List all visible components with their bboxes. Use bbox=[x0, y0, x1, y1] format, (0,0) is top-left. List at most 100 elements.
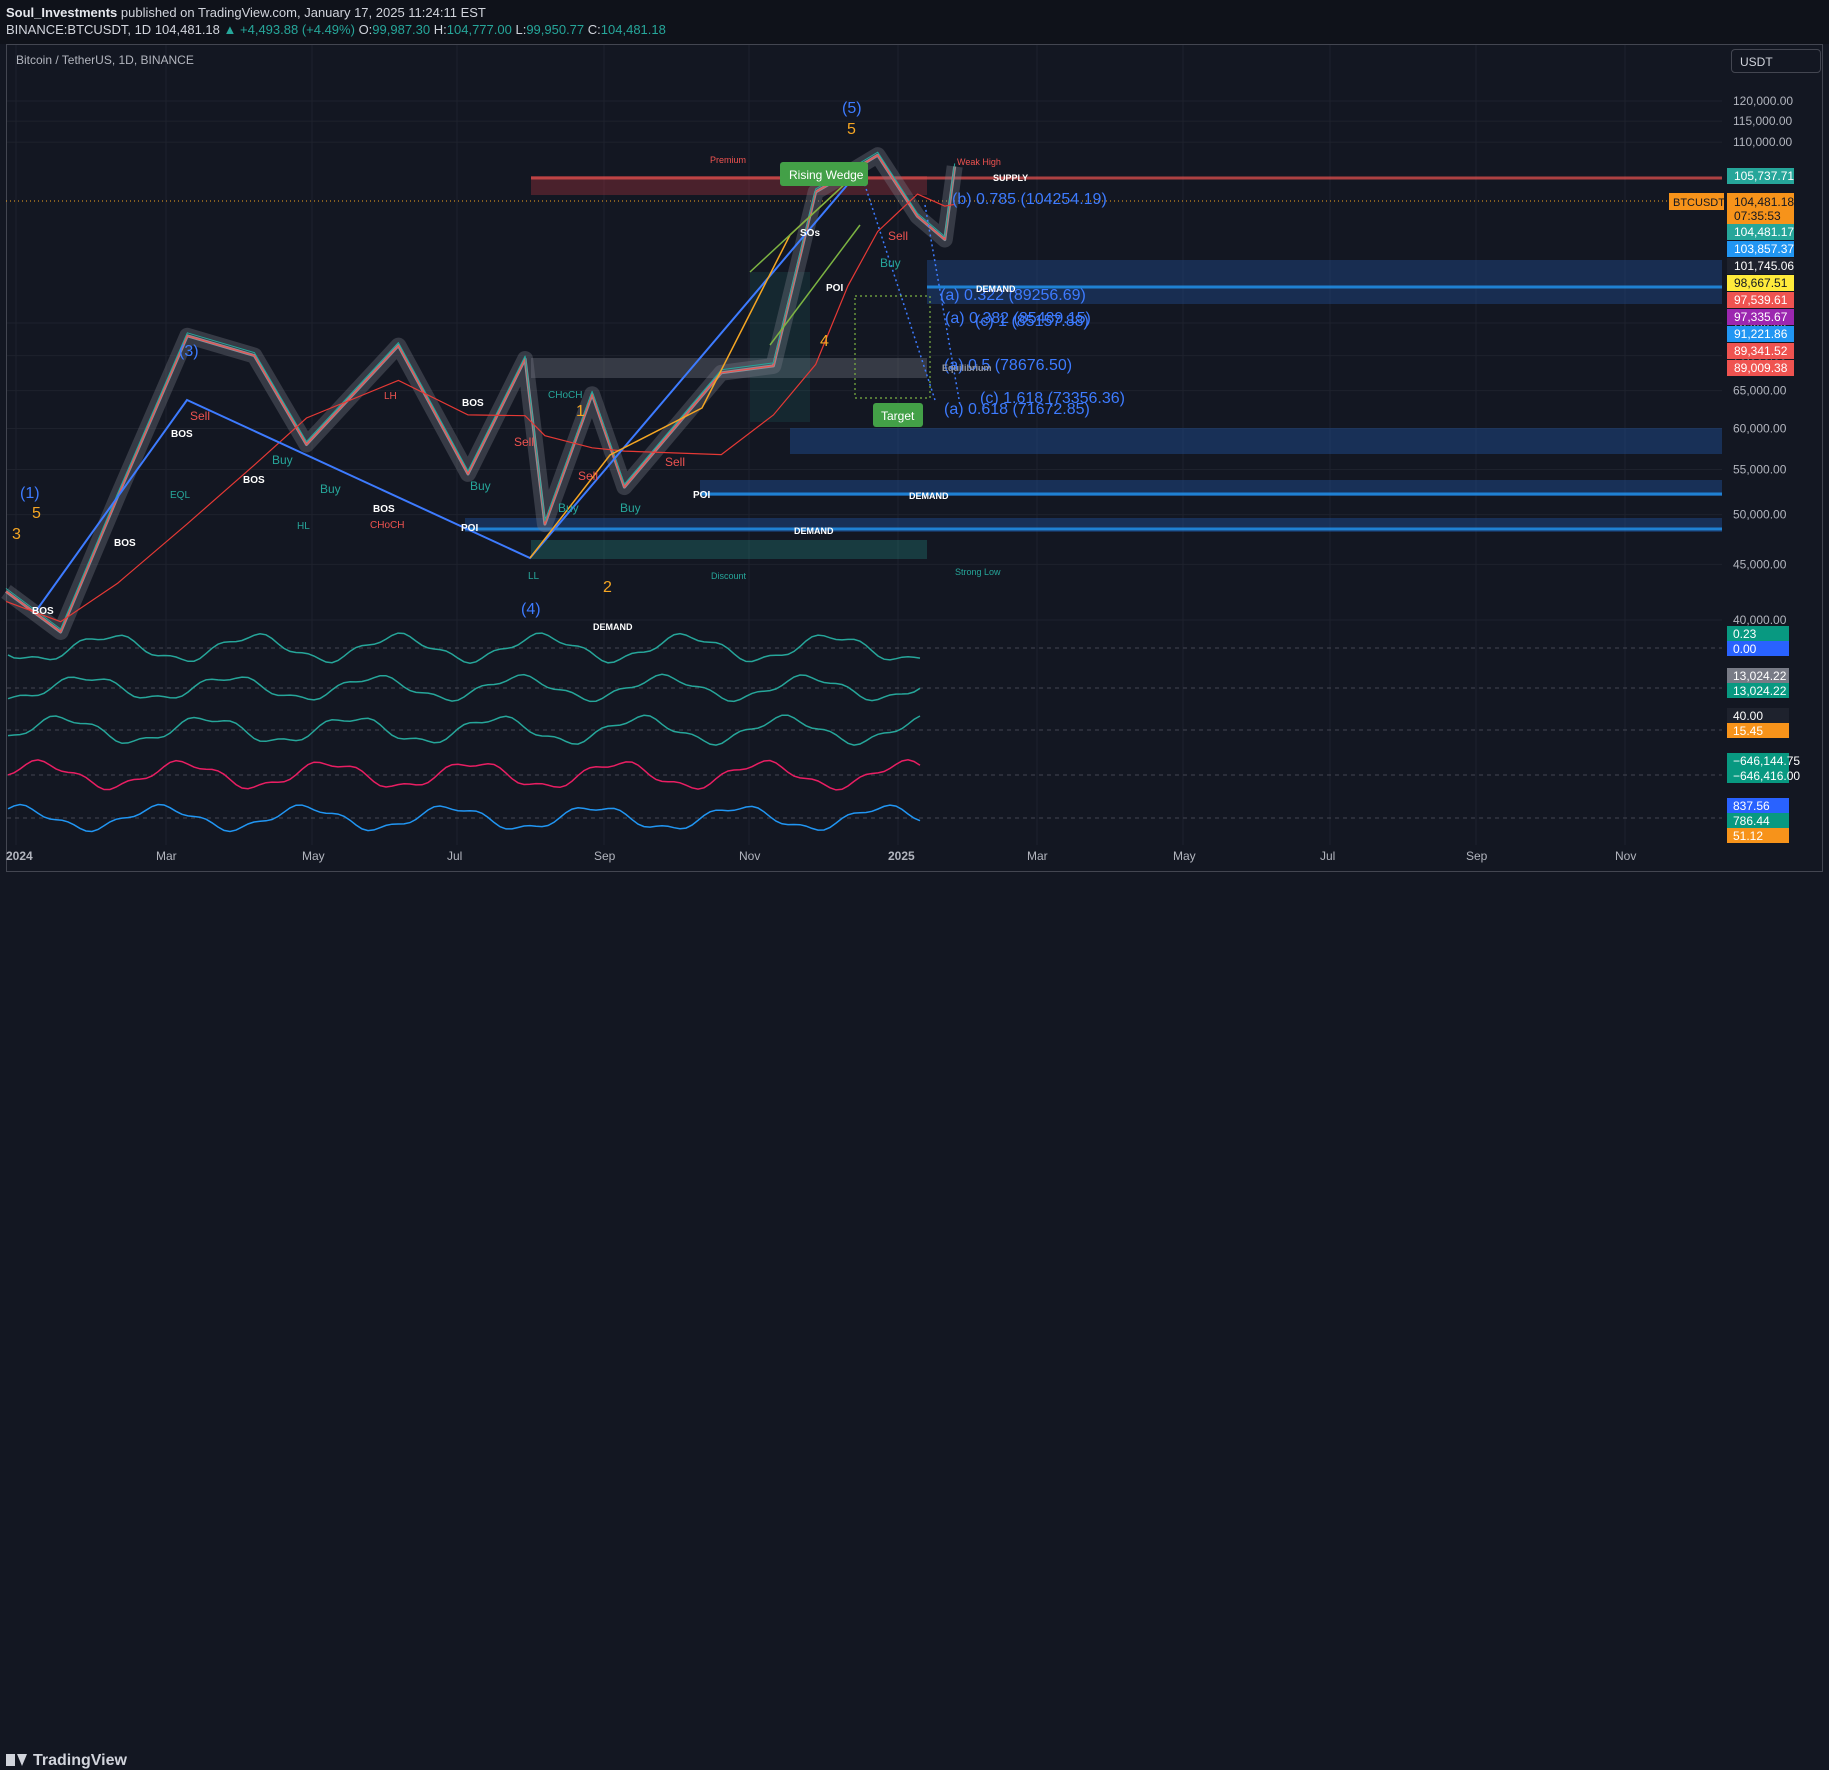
indicator-tag-label: 786.44 bbox=[1733, 814, 1770, 828]
price-line-up bbox=[5, 151, 956, 630]
currency-button[interactable]: USDT bbox=[1731, 49, 1821, 73]
author-name[interactable]: Soul_Investments bbox=[6, 5, 118, 20]
x-tick-label: Sep bbox=[594, 849, 616, 863]
price-tag-label: 89,009.38 bbox=[1734, 361, 1788, 375]
signal-label: Buy bbox=[272, 453, 293, 467]
x-tick-label: Sep bbox=[1466, 849, 1488, 863]
tradingview-icon bbox=[6, 1754, 28, 1766]
indicator-tag bbox=[1727, 828, 1789, 843]
signal-label: Buy bbox=[558, 501, 579, 515]
pattern-label: Rising Wedge bbox=[789, 168, 864, 182]
chart-frame[interactable] bbox=[6, 44, 1823, 872]
y-tick-label: 55,000.00 bbox=[1733, 463, 1787, 477]
structure-label: CHoCH bbox=[548, 390, 582, 401]
indicator-tag-label: 0.23 bbox=[1733, 627, 1757, 641]
y-tick-label: 115,000.00 bbox=[1733, 114, 1792, 128]
x-tick-label: 2024 bbox=[6, 849, 33, 863]
price-tag bbox=[1727, 343, 1794, 359]
signal-label: Sell bbox=[888, 229, 908, 243]
indicator-tag-label: 15.45 bbox=[1733, 724, 1763, 738]
high-value: 104,777.00 bbox=[446, 22, 512, 37]
symbol-tag-label: BTCUSDT bbox=[1673, 197, 1725, 209]
indicator-tag bbox=[1727, 626, 1789, 641]
x-tick-label: May bbox=[1173, 849, 1196, 863]
fib-level-label: (b) 0.785 (104254.19) bbox=[952, 191, 1107, 208]
signal-label: Sell bbox=[514, 435, 534, 449]
structure-label: SOs bbox=[800, 228, 820, 239]
wedge-upper bbox=[749, 169, 861, 273]
zone-label: Equilibrium bbox=[942, 363, 992, 373]
demand-zone-2 bbox=[790, 428, 1722, 454]
low-label: L: bbox=[515, 22, 527, 37]
close-label: C: bbox=[587, 22, 601, 37]
price-tag-label: 103,857.37 bbox=[1734, 242, 1794, 256]
price-tag-label: 91,221.86 bbox=[1734, 327, 1788, 341]
time-axis: 2024 Mar May Jul Sep Nov 2025 Mar May Jul Sep Nov bbox=[6, 849, 1636, 863]
ohlc-line: BINANCE:BTCUSDT, 1D 104,481.18 ▲ +4,493.… bbox=[6, 22, 666, 37]
structure-label: CHoCH bbox=[370, 520, 404, 531]
price-tag bbox=[1727, 326, 1794, 342]
tradingview-logo[interactable]: TradingView bbox=[6, 1752, 127, 1770]
fib-level-label: (c) 1 (85157.88) bbox=[975, 313, 1089, 330]
fib-level-label: (a) 0.322 (89256.69) bbox=[940, 287, 1086, 304]
indicator-tag-label: 51.12 bbox=[1733, 829, 1763, 843]
indicator-line bbox=[7, 759, 921, 791]
last-price-tag bbox=[1727, 193, 1794, 224]
indicator-tag bbox=[1727, 668, 1789, 683]
price-axis: 120,000.00115,000.00110,000.0075,000.007… bbox=[1669, 94, 1794, 627]
indicator-line bbox=[7, 632, 921, 664]
price-tag bbox=[1727, 309, 1794, 325]
price-tag-label: 98,667.51 bbox=[1734, 276, 1788, 290]
wave-label: 3 bbox=[12, 526, 21, 543]
equilibrium-zone bbox=[531, 358, 927, 378]
price-tag-label: 101,745.06 bbox=[1734, 259, 1794, 273]
x-tick-label: Mar bbox=[156, 849, 177, 863]
price-tag bbox=[1727, 168, 1794, 184]
price-tag bbox=[1727, 275, 1794, 291]
publish-header: Soul_Investments published on TradingVie… bbox=[0, 0, 1829, 44]
structure-label: EQL bbox=[170, 490, 190, 501]
signal-label: Sell bbox=[578, 469, 598, 483]
x-tick-label: Nov bbox=[1615, 849, 1636, 863]
zone-label: DEMAND bbox=[976, 284, 1016, 294]
fib-level-label: (a) 0.5 (78676.50) bbox=[944, 357, 1072, 374]
signal-label: Buy bbox=[320, 482, 341, 496]
x-tick-label: Nov bbox=[739, 849, 760, 863]
moving-average bbox=[5, 193, 955, 623]
indicator-tag bbox=[1727, 683, 1789, 698]
indicator-tag-label: 837.56 bbox=[1733, 799, 1770, 813]
signal-label: Buy bbox=[880, 256, 901, 270]
wave-label: (1) bbox=[20, 485, 40, 502]
high-label: H: bbox=[433, 22, 447, 37]
chart-symbol-title[interactable]: Bitcoin / TetherUS, 1D, BINANCE bbox=[16, 53, 194, 67]
close-value: 104,481.18 bbox=[600, 22, 666, 37]
structure-label: BOS bbox=[462, 398, 484, 409]
indicator-tag bbox=[1727, 813, 1789, 828]
y-tick-label: 40,000.00 bbox=[1733, 613, 1787, 627]
publish-info: Soul_Investments published on TradingVie… bbox=[6, 5, 486, 20]
x-tick-label: 2025 bbox=[888, 849, 915, 863]
price-tag bbox=[1727, 258, 1794, 274]
zone-label: DEMAND bbox=[909, 491, 949, 501]
indicator-line bbox=[7, 714, 921, 746]
indicator-line bbox=[7, 803, 921, 833]
price-tag-label: 97,539.61 bbox=[1734, 293, 1788, 307]
wave-label: 1 bbox=[576, 403, 585, 420]
fib-level-label: (c) 1.618 (73356.36) bbox=[980, 390, 1125, 407]
indicator-tag bbox=[1727, 753, 1789, 768]
structure-label: POI bbox=[461, 523, 478, 534]
price-tag bbox=[1727, 292, 1794, 308]
indicator-tag bbox=[1727, 723, 1789, 738]
signal-label: Buy bbox=[620, 501, 641, 515]
signal-label: Sell bbox=[665, 455, 685, 469]
indicator-tag-label: −646,416.00 bbox=[1733, 769, 1800, 783]
indicator-line bbox=[7, 673, 921, 703]
price-tag-label: 104,481.17 bbox=[1734, 225, 1794, 239]
price-line-down bbox=[5, 154, 956, 633]
price-series bbox=[1, 147, 963, 640]
structure-label: LL bbox=[528, 571, 540, 582]
footer: TradingView bbox=[0, 872, 1829, 1769]
target-box bbox=[854, 295, 931, 399]
